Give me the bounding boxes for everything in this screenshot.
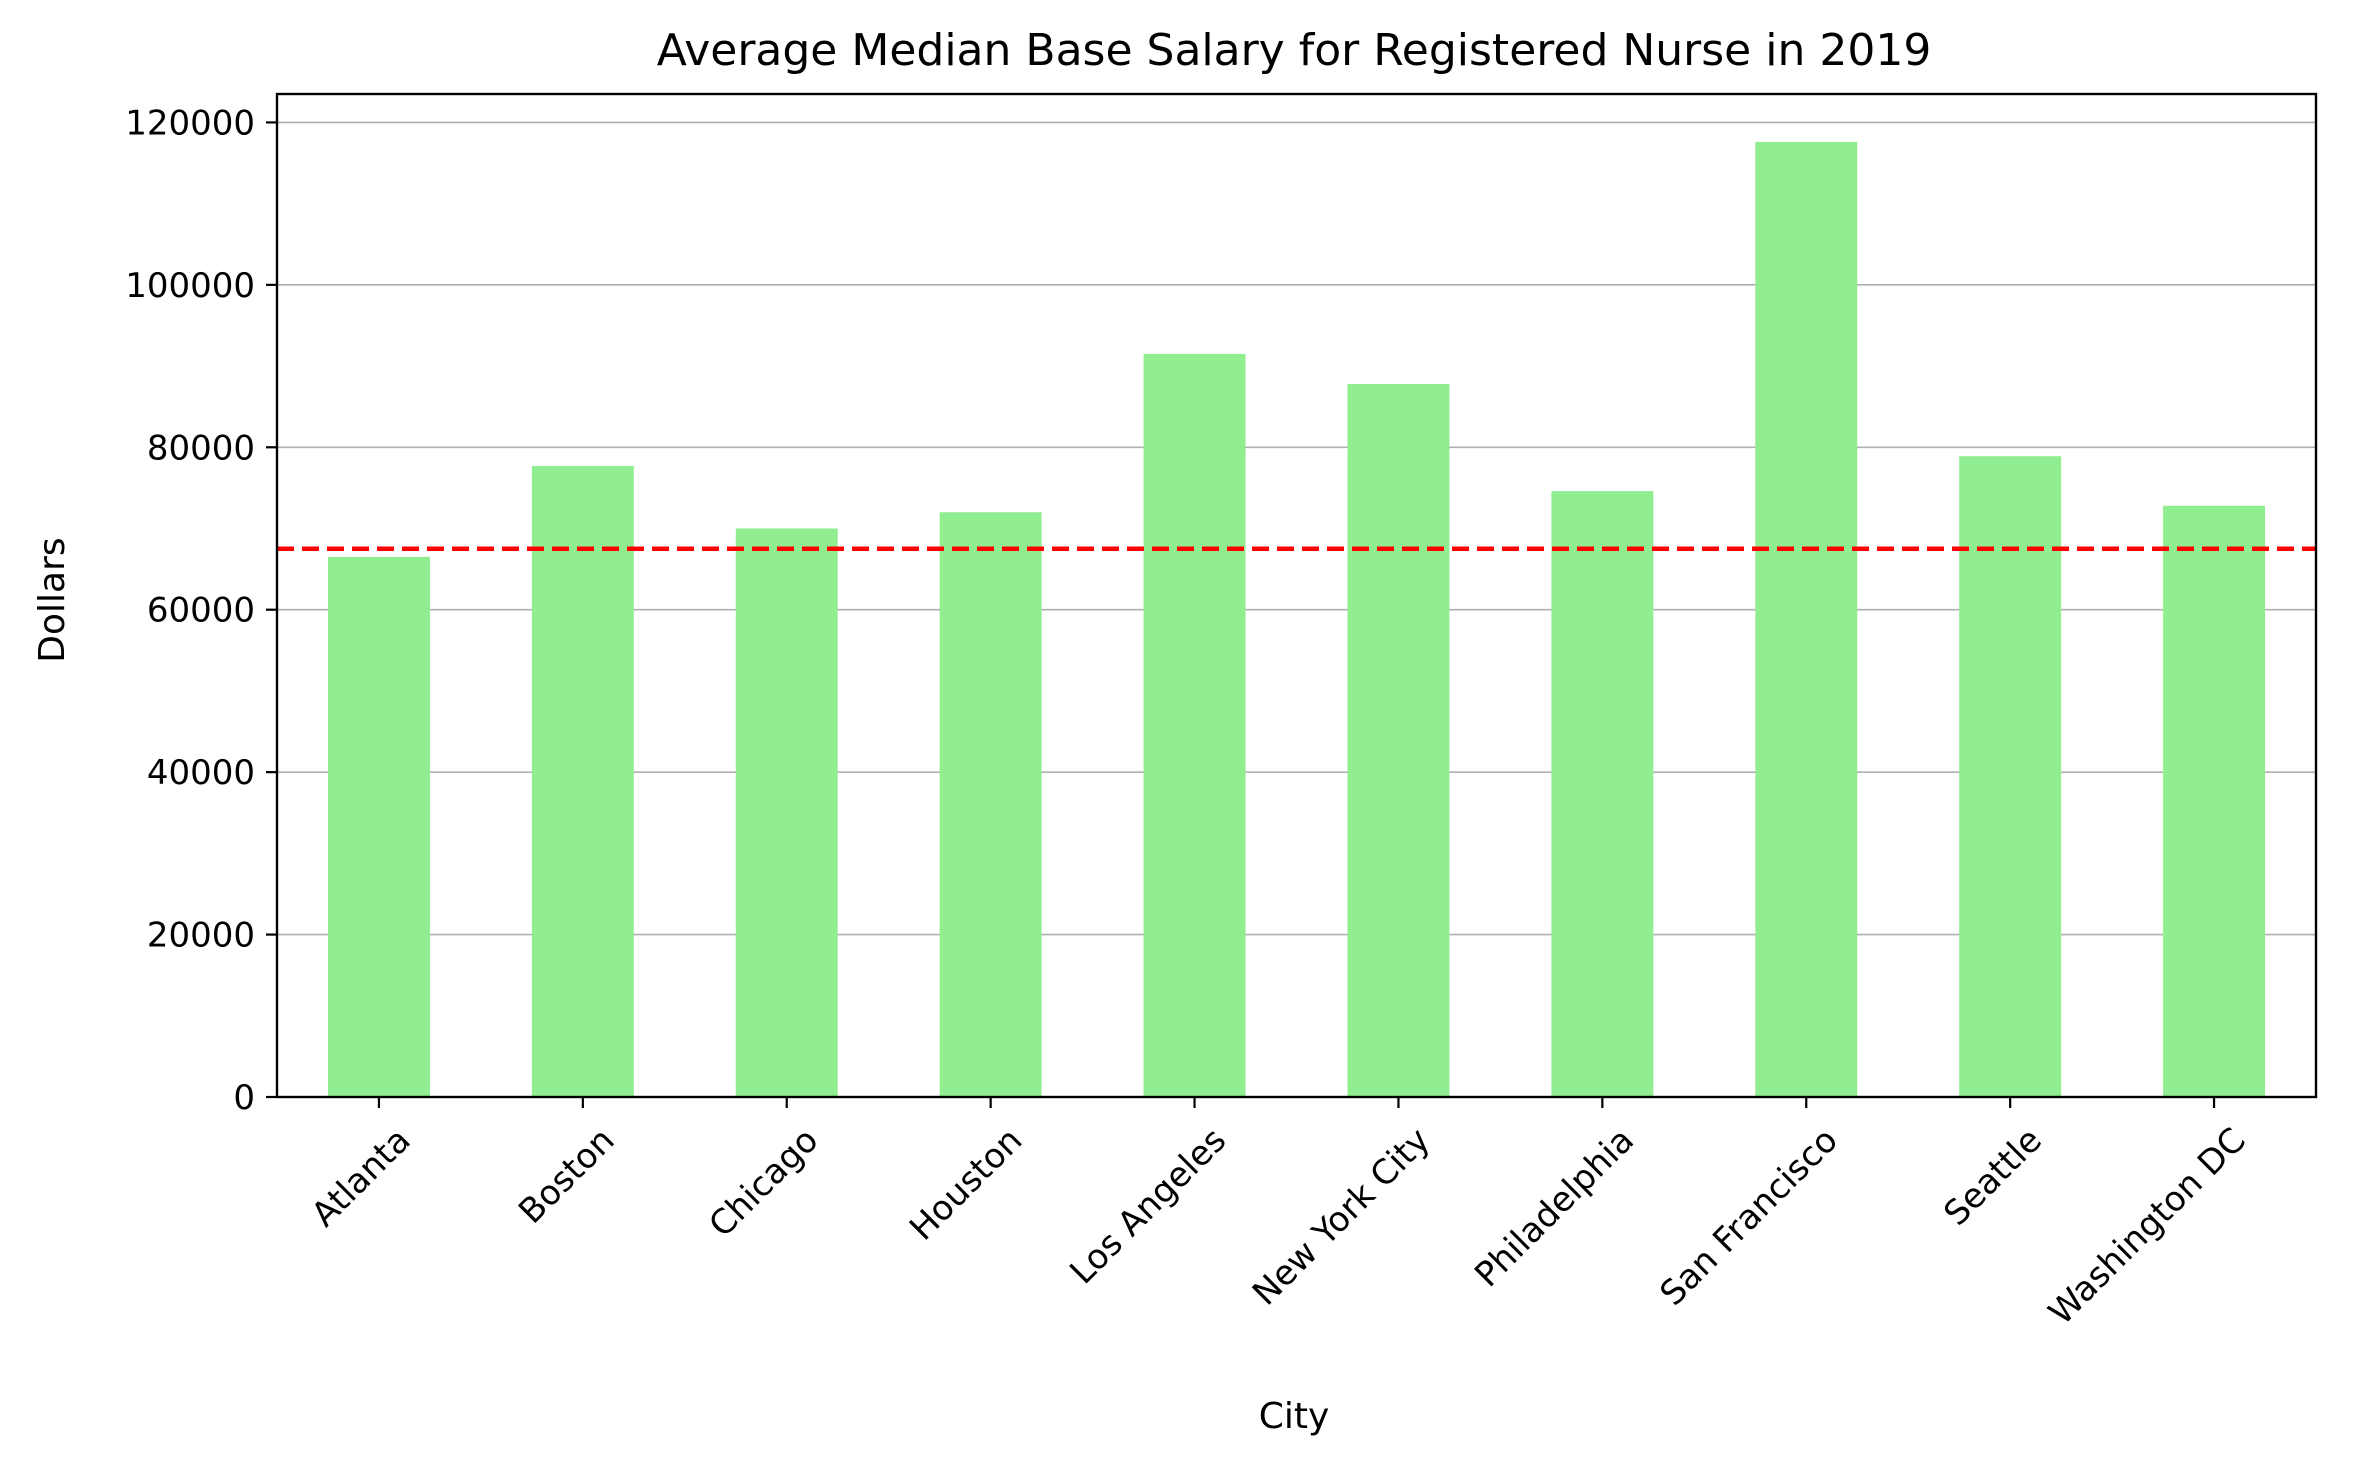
axes [275, 92, 2318, 1099]
y-tick-label: 0 [233, 1078, 255, 1118]
x-tick-label: Houston [902, 1120, 1030, 1248]
x-tick-label: Seattle [1936, 1120, 2049, 1233]
x-tick-label: Washington DC [2041, 1120, 2254, 1333]
bar-san-francisco [1755, 141, 1858, 1097]
y-tick-label: 80000 [147, 428, 255, 468]
bar-new-york-city [1347, 383, 1450, 1097]
bar-atlanta [327, 556, 430, 1097]
plot-frame [275, 92, 2318, 1099]
y-tick-label: 20000 [147, 916, 255, 956]
y-tick-label: 120000 [125, 103, 255, 143]
x-tick-label: New York City [1245, 1120, 1438, 1313]
bars [327, 141, 2266, 1098]
x-tick-label: Boston [511, 1120, 622, 1231]
y-axis-ticks: 0 20000 40000 60000 80000 100000 120000 [125, 103, 277, 1118]
x-tick-label: San Francisco [1652, 1120, 1845, 1313]
bar-boston [531, 465, 634, 1097]
bar-los-angeles [1143, 353, 1246, 1098]
bar-houston [939, 512, 1042, 1097]
x-tick-label: Chicago [701, 1120, 826, 1245]
y-axis-title: Dollars [32, 537, 73, 662]
y-tick-label: 100000 [125, 266, 255, 306]
x-tick-label: Los Angeles [1062, 1120, 1234, 1292]
bar-philadelphia [1551, 491, 1654, 1097]
chart-title: Average Median Base Salary for Registere… [657, 25, 1932, 76]
x-tick-label: Atlanta [304, 1120, 419, 1235]
x-axis-title: City [1259, 1396, 1330, 1437]
x-tick-label: Philadelphia [1467, 1120, 1642, 1295]
bar-seattle [1959, 456, 2062, 1097]
bar-chicago [735, 528, 838, 1097]
y-tick-label: 60000 [147, 591, 255, 631]
y-tick-label: 40000 [147, 753, 255, 793]
bar-washington-dc [2163, 505, 2266, 1097]
x-axis-ticks: Atlanta Boston Chicago Houston Los Angeles Ne… [304, 1097, 2254, 1333]
